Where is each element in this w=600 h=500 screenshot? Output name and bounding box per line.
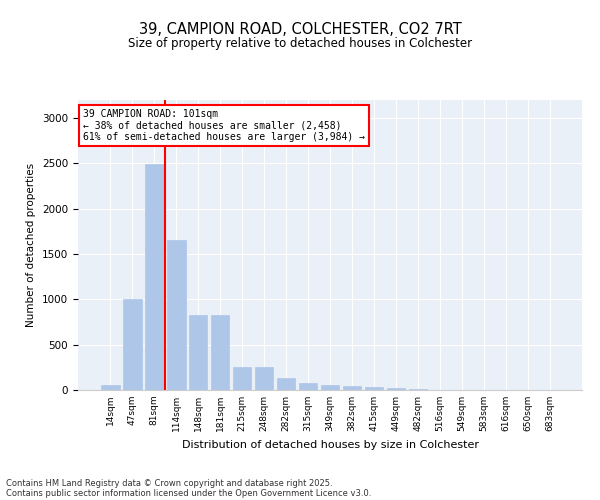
Bar — [145, 164, 164, 390]
Bar — [320, 385, 340, 390]
Bar — [277, 378, 295, 390]
Text: 39 CAMPION ROAD: 101sqm
← 38% of detached houses are smaller (2,458)
61% of semi: 39 CAMPION ROAD: 101sqm ← 38% of detache… — [83, 108, 365, 142]
Bar — [255, 367, 274, 390]
Bar — [211, 315, 229, 390]
Bar — [343, 386, 361, 390]
Bar — [123, 300, 142, 390]
Bar — [167, 240, 185, 390]
X-axis label: Distribution of detached houses by size in Colchester: Distribution of detached houses by size … — [182, 440, 479, 450]
Text: Size of property relative to detached houses in Colchester: Size of property relative to detached ho… — [128, 38, 472, 51]
Bar — [299, 383, 317, 390]
Bar — [233, 367, 251, 390]
Text: Contains public sector information licensed under the Open Government Licence v3: Contains public sector information licen… — [6, 488, 371, 498]
Text: 39, CAMPION ROAD, COLCHESTER, CO2 7RT: 39, CAMPION ROAD, COLCHESTER, CO2 7RT — [139, 22, 461, 38]
Text: Contains HM Land Registry data © Crown copyright and database right 2025.: Contains HM Land Registry data © Crown c… — [6, 478, 332, 488]
Bar — [365, 387, 383, 390]
Y-axis label: Number of detached properties: Number of detached properties — [26, 163, 37, 327]
Bar — [189, 315, 208, 390]
Bar — [101, 386, 119, 390]
Bar — [386, 388, 405, 390]
